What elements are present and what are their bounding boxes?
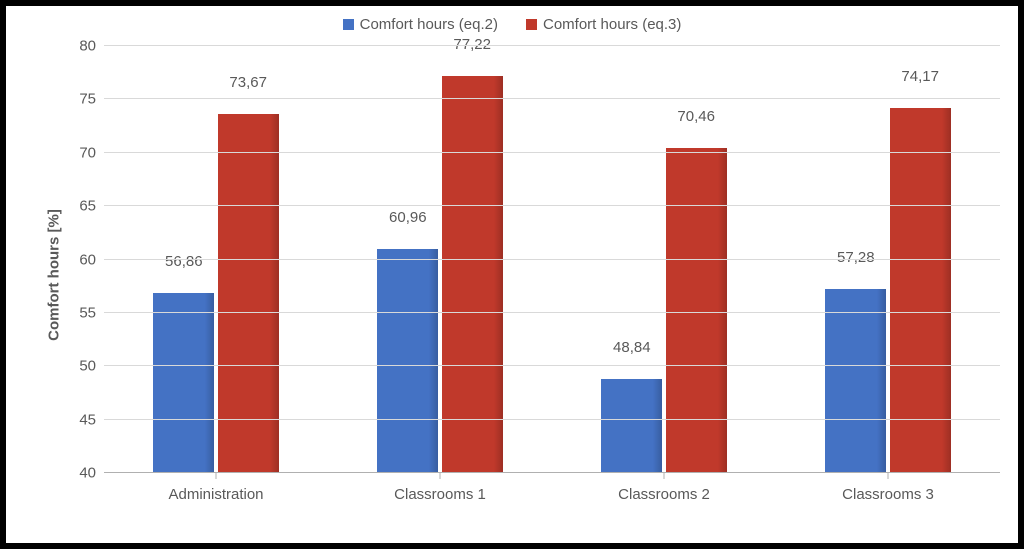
bar-value-label: 56,86 (165, 253, 203, 273)
grid-line (104, 205, 1000, 206)
bar (601, 379, 662, 473)
y-axis-label: Comfort hours [%] (46, 209, 63, 341)
x-tick-label: Classrooms 1 (394, 486, 486, 503)
bar (153, 293, 214, 473)
bar-value-label: 73,67 (229, 74, 267, 94)
y-tick-label: 50 (79, 358, 104, 375)
legend: Comfort hours (eq.2) Comfort hours (eq.3… (6, 16, 1018, 33)
grid-line (104, 152, 1000, 153)
axis-area: 56,8673,6760,9677,2248,8470,4657,2874,17… (104, 46, 1000, 473)
grid-line (104, 312, 1000, 313)
grid-line (104, 365, 1000, 366)
bar-value-label: 60,96 (389, 209, 427, 229)
legend-item-eq3: Comfort hours (eq.3) (526, 16, 681, 33)
grid-line (104, 98, 1000, 99)
chart-frame: Comfort hours (eq.2) Comfort hours (eq.3… (0, 0, 1024, 549)
y-tick-label: 55 (79, 304, 104, 321)
bar (442, 76, 503, 473)
legend-label-eq2: Comfort hours (eq.2) (360, 16, 498, 33)
grid-line (104, 259, 1000, 260)
plot-area: Comfort hours [%] 56,8673,6760,9677,2248… (44, 46, 1000, 503)
y-tick-label: 65 (79, 198, 104, 215)
legend-swatch-eq3 (526, 19, 537, 30)
bar (377, 249, 438, 473)
y-tick-label: 80 (79, 38, 104, 55)
bar (825, 289, 886, 473)
legend-item-eq2: Comfort hours (eq.2) (343, 16, 498, 33)
legend-swatch-eq2 (343, 19, 354, 30)
x-tick-mark (664, 473, 665, 479)
y-tick-label: 45 (79, 411, 104, 428)
bar (666, 148, 727, 473)
x-tick-label: Administration (168, 486, 263, 503)
grid-line (104, 419, 1000, 420)
grid-line (104, 45, 1000, 46)
legend-label-eq3: Comfort hours (eq.3) (543, 16, 681, 33)
y-tick-label: 75 (79, 91, 104, 108)
bar-value-label: 48,84 (613, 339, 651, 359)
x-axis: Administration Classrooms 1 Classrooms 2 Cl… (104, 473, 1000, 503)
x-tick-mark (888, 473, 889, 479)
x-tick-mark (440, 473, 441, 479)
x-tick-label: Classrooms 3 (842, 486, 934, 503)
y-tick-label: 70 (79, 144, 104, 161)
bars-layer: 56,8673,6760,9677,2248,8470,4657,2874,17 (104, 46, 1000, 473)
y-tick-label: 60 (79, 251, 104, 268)
x-tick-label: Classrooms 2 (618, 486, 710, 503)
x-tick-mark (216, 473, 217, 479)
bar-value-label: 70,46 (677, 108, 715, 128)
y-tick-label: 40 (79, 465, 104, 482)
bar-value-label: 74,17 (901, 68, 939, 88)
